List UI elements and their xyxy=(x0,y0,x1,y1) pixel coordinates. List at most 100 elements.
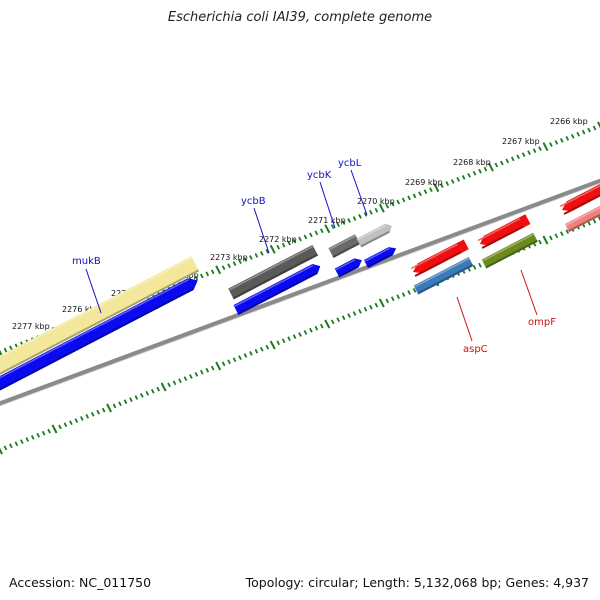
gene-arrow[interactable] xyxy=(559,177,600,215)
gene-body[interactable] xyxy=(233,264,321,315)
gene-arrow[interactable] xyxy=(410,239,469,277)
minor-tick xyxy=(205,271,210,277)
minor-tick xyxy=(150,388,155,394)
gene-label[interactable]: ycbK xyxy=(307,170,332,181)
major-tick xyxy=(378,298,385,308)
gene-highlight-edge xyxy=(228,245,314,291)
minor-tick xyxy=(521,152,526,158)
gene-leader-line xyxy=(319,181,336,229)
minor-tick xyxy=(232,357,237,363)
minor-tick xyxy=(238,355,242,360)
minor-tick xyxy=(292,238,297,244)
minor-tick xyxy=(3,445,8,451)
gene-leader-line xyxy=(85,268,102,314)
minor-tick xyxy=(281,338,286,344)
gene-arrow[interactable] xyxy=(0,278,198,409)
minor-tick xyxy=(254,253,259,258)
minor-tick xyxy=(401,292,406,297)
gene-body[interactable] xyxy=(228,244,319,300)
major-tick xyxy=(324,224,331,234)
gene-label[interactable]: ycbB xyxy=(241,196,266,207)
gene-arrow[interactable] xyxy=(228,244,319,300)
minor-tick xyxy=(129,397,133,402)
minor-tick xyxy=(352,311,357,316)
minor-tick xyxy=(412,288,417,293)
minor-tick xyxy=(592,125,597,131)
gene-label[interactable]: aspC xyxy=(463,344,488,355)
minor-tick xyxy=(69,420,73,426)
gene-shadow-edge xyxy=(414,251,462,277)
gene-arrow[interactable] xyxy=(481,232,538,269)
gene-label[interactable]: ycbL xyxy=(338,158,362,169)
gene-highlight-edge xyxy=(0,278,189,379)
tick-labels: 2266 kbp 2267 kbp 2268 kbp 2269 kbp 2270 kbp… xyxy=(12,117,588,331)
minor-tick xyxy=(396,294,400,300)
gene-features[interactable] xyxy=(0,177,600,409)
gene-arrow[interactable] xyxy=(0,256,200,393)
minor-tick xyxy=(483,166,488,172)
minor-tick xyxy=(145,390,150,396)
gene-label[interactable]: mukB xyxy=(72,256,101,267)
gene-body[interactable] xyxy=(413,239,469,274)
minor-tick xyxy=(101,407,106,413)
minor-tick xyxy=(336,222,340,227)
gene-arrow[interactable] xyxy=(328,234,361,258)
gene-body[interactable] xyxy=(328,234,361,258)
gene-body[interactable] xyxy=(0,278,198,409)
minor-tick xyxy=(450,179,455,184)
gene-body[interactable] xyxy=(413,256,474,295)
minor-tick xyxy=(287,240,291,246)
minor-tick xyxy=(390,201,395,207)
tick-label: 2270 kbp xyxy=(357,197,395,206)
minor-tick xyxy=(401,197,406,203)
minor-tick xyxy=(369,209,373,215)
gene-arrow[interactable] xyxy=(363,247,397,268)
minor-tick xyxy=(478,262,482,268)
minor-tick xyxy=(423,189,428,195)
gene-label[interactable]: ompF xyxy=(528,317,556,328)
gene-arrow[interactable] xyxy=(564,201,600,232)
gene-body[interactable] xyxy=(356,223,392,248)
tick-label: 2276 kbp xyxy=(62,305,100,314)
gene-highlight-edge xyxy=(477,218,521,242)
gene-leader-line xyxy=(456,296,473,342)
minor-tick xyxy=(210,365,215,371)
minor-tick xyxy=(494,162,499,168)
minor-tick xyxy=(429,187,433,193)
minor-tick xyxy=(134,395,139,400)
gene-arrow[interactable] xyxy=(334,258,362,278)
gene-body[interactable] xyxy=(481,232,538,269)
minor-tick xyxy=(320,323,324,329)
minor-tick xyxy=(298,236,302,242)
gene-arrow[interactable] xyxy=(233,264,321,315)
gene-arrow[interactable] xyxy=(356,223,392,248)
minor-tick xyxy=(396,199,400,205)
minor-tick xyxy=(565,135,570,141)
minor-tick xyxy=(254,348,259,354)
gene-body[interactable] xyxy=(334,258,362,278)
gene-highlight-edge xyxy=(328,234,357,251)
gene-body[interactable] xyxy=(480,214,531,246)
minor-tick xyxy=(265,344,270,350)
gene-shadow-edge xyxy=(485,239,538,269)
minor-tick xyxy=(390,296,395,302)
major-tick xyxy=(542,142,549,151)
gene-body[interactable] xyxy=(363,247,397,268)
minor-tick xyxy=(303,234,308,240)
gene-arrow[interactable] xyxy=(413,256,474,295)
minor-tick xyxy=(20,439,24,444)
minor-tick xyxy=(560,231,564,237)
minor-tick xyxy=(276,340,280,346)
minor-tick xyxy=(281,242,286,248)
gene-arrow[interactable] xyxy=(477,214,531,249)
gene-highlight-edge xyxy=(559,184,600,208)
minor-tick xyxy=(505,158,510,164)
minor-tick xyxy=(194,372,199,377)
minor-tick xyxy=(96,409,100,415)
gene-body[interactable] xyxy=(0,256,200,393)
minor-tick xyxy=(516,154,520,160)
minor-tick xyxy=(205,367,210,373)
gene-shadow-edge xyxy=(332,242,361,258)
gene-shadow-edge xyxy=(563,194,600,215)
